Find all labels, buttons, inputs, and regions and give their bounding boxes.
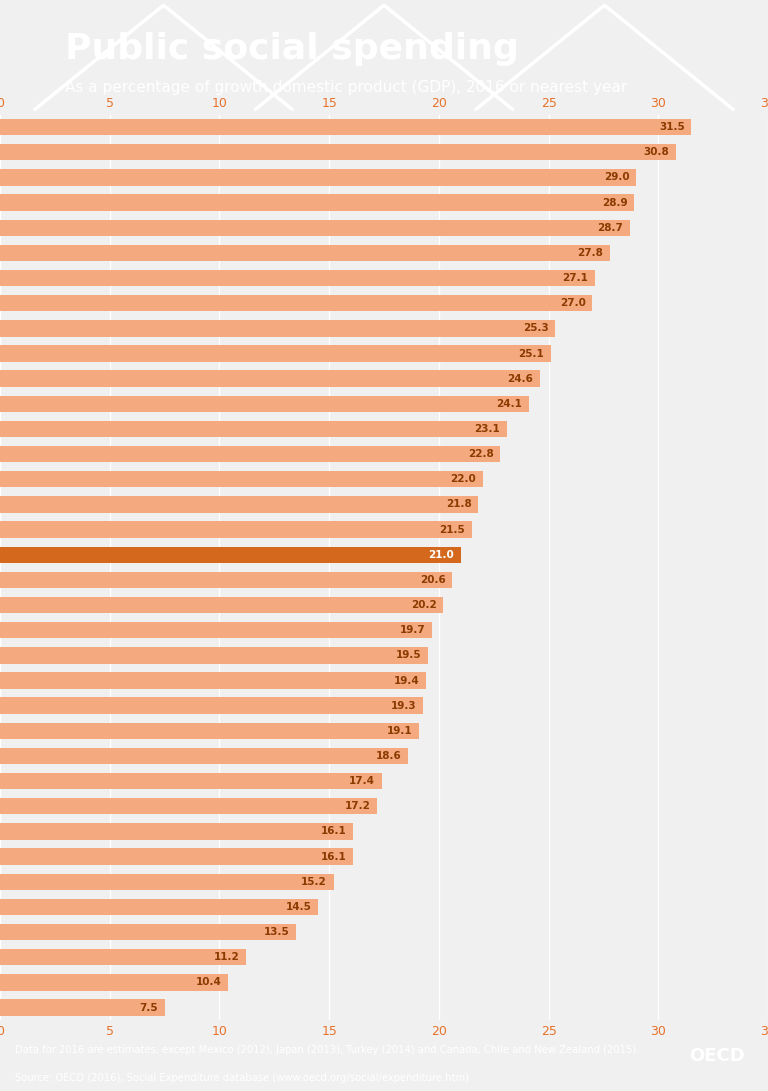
Text: 10.4: 10.4 bbox=[196, 978, 222, 987]
Text: 14.5: 14.5 bbox=[286, 902, 312, 912]
Text: 24.6: 24.6 bbox=[508, 374, 533, 384]
Text: 27.0: 27.0 bbox=[560, 298, 586, 308]
Bar bbox=[0, 521, 472, 538]
Bar bbox=[0, 597, 443, 613]
Text: 19.7: 19.7 bbox=[400, 625, 425, 635]
Text: 24.1: 24.1 bbox=[496, 399, 522, 409]
Text: OECD: OECD bbox=[689, 1046, 745, 1065]
Bar bbox=[0, 772, 382, 789]
Bar bbox=[0, 144, 676, 160]
Bar bbox=[0, 747, 408, 764]
Bar bbox=[0, 974, 228, 991]
Text: 19.4: 19.4 bbox=[393, 675, 419, 685]
Text: 25.1: 25.1 bbox=[518, 348, 545, 359]
Bar bbox=[0, 849, 353, 865]
Bar bbox=[0, 320, 555, 336]
Bar bbox=[0, 371, 540, 387]
Text: 29.0: 29.0 bbox=[604, 172, 630, 182]
Text: Source: OECD (2016), Social Expenditure database (www.oecd.org/social/expenditur: Source: OECD (2016), Social Expenditure … bbox=[15, 1074, 469, 1083]
Text: 7.5: 7.5 bbox=[139, 1003, 158, 1012]
Bar bbox=[0, 949, 246, 966]
Text: 18.6: 18.6 bbox=[376, 751, 402, 760]
Bar bbox=[0, 622, 432, 638]
Text: 21.8: 21.8 bbox=[446, 500, 472, 509]
Text: 20.2: 20.2 bbox=[411, 600, 437, 610]
Text: 13.5: 13.5 bbox=[264, 927, 290, 937]
Bar bbox=[0, 874, 333, 890]
Bar bbox=[0, 722, 419, 739]
Text: Data for 2016 are estimates, except Mexico (2012), Japan (2013), Turkey (2014) a: Data for 2016 are estimates, except Mexi… bbox=[15, 1045, 640, 1055]
Bar bbox=[0, 999, 164, 1016]
Text: 11.2: 11.2 bbox=[214, 952, 239, 962]
Bar bbox=[0, 194, 634, 211]
Bar bbox=[0, 824, 353, 840]
Bar bbox=[0, 295, 592, 311]
Bar bbox=[0, 697, 423, 714]
Text: 17.2: 17.2 bbox=[345, 801, 371, 812]
Bar bbox=[0, 119, 691, 135]
Bar bbox=[0, 647, 428, 663]
Bar bbox=[0, 346, 551, 362]
Text: 25.3: 25.3 bbox=[523, 323, 548, 334]
Text: 19.1: 19.1 bbox=[387, 726, 412, 735]
Text: 15.2: 15.2 bbox=[301, 877, 327, 887]
Bar bbox=[0, 572, 452, 588]
Text: As a percentage of growth domestic product (GDP), 2016 or nearest year: As a percentage of growth domestic produ… bbox=[65, 80, 627, 95]
Bar bbox=[0, 899, 318, 915]
Text: 20.6: 20.6 bbox=[419, 575, 445, 585]
Text: 23.1: 23.1 bbox=[475, 424, 500, 434]
Bar bbox=[0, 672, 425, 688]
Bar bbox=[0, 244, 610, 261]
Bar bbox=[0, 446, 500, 463]
Bar bbox=[0, 924, 296, 940]
Text: Public social spending: Public social spending bbox=[65, 32, 519, 67]
Bar bbox=[0, 396, 529, 412]
Bar bbox=[0, 496, 478, 513]
Bar bbox=[0, 799, 377, 815]
Text: 19.3: 19.3 bbox=[391, 700, 417, 710]
Text: 17.4: 17.4 bbox=[349, 776, 376, 787]
Bar bbox=[0, 547, 461, 563]
Text: 27.1: 27.1 bbox=[562, 273, 588, 283]
Bar bbox=[0, 269, 594, 286]
Text: 28.9: 28.9 bbox=[602, 197, 627, 207]
Text: 21.5: 21.5 bbox=[439, 525, 465, 535]
Bar bbox=[0, 169, 637, 185]
Text: 21.0: 21.0 bbox=[429, 550, 454, 560]
Text: 28.7: 28.7 bbox=[598, 223, 623, 232]
Text: 16.1: 16.1 bbox=[321, 827, 346, 837]
Bar bbox=[0, 421, 507, 437]
Bar bbox=[0, 471, 483, 488]
Bar bbox=[0, 219, 630, 236]
Text: 16.1: 16.1 bbox=[321, 852, 346, 862]
Text: 22.8: 22.8 bbox=[468, 449, 494, 459]
Text: 27.8: 27.8 bbox=[578, 248, 604, 257]
Text: 22.0: 22.0 bbox=[450, 475, 476, 484]
Text: 30.8: 30.8 bbox=[644, 147, 669, 157]
Text: 31.5: 31.5 bbox=[659, 122, 684, 132]
Text: 19.5: 19.5 bbox=[396, 650, 422, 660]
